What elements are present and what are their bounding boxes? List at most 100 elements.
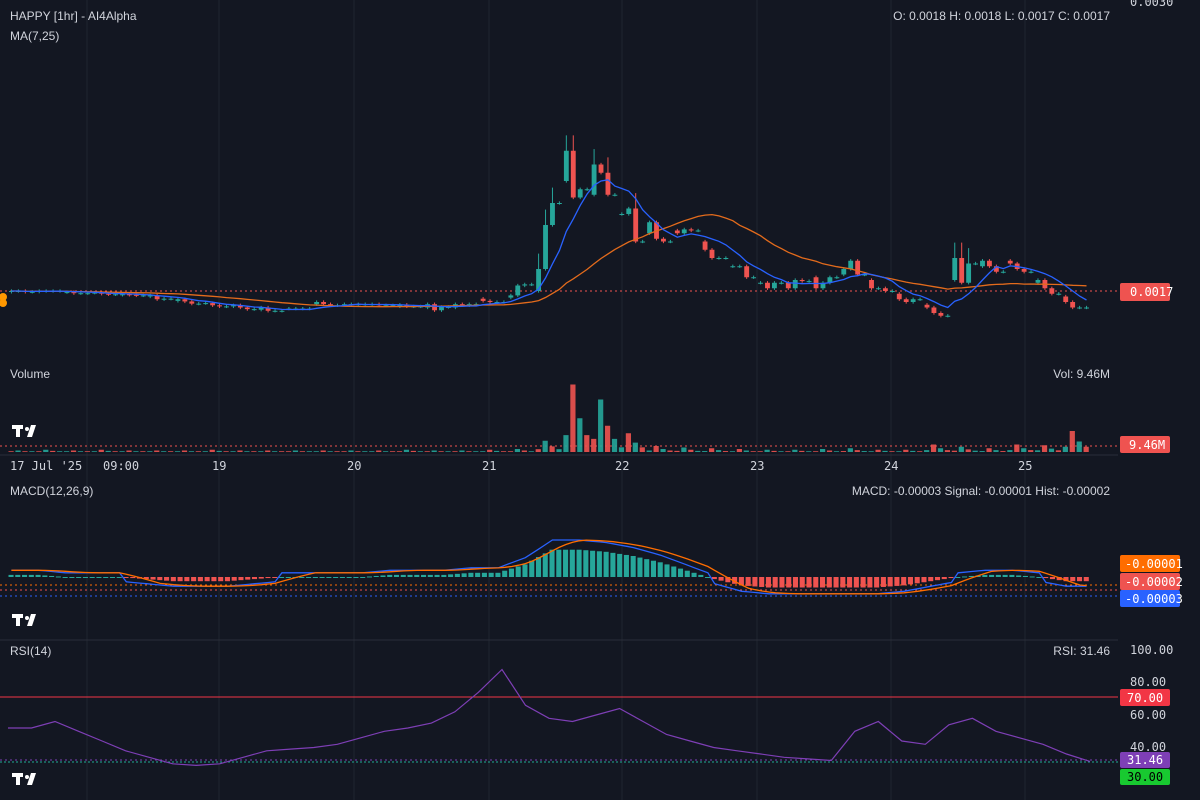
candle-body — [224, 306, 229, 308]
macd-value-tag: -0.00002 — [1120, 573, 1183, 590]
candle-body — [175, 299, 181, 301]
candle-body — [855, 260, 861, 275]
macd-histogram-bar — [502, 570, 508, 577]
volume-bar — [965, 449, 971, 452]
macd-value-tag-bg — [1120, 573, 1180, 590]
volume-bar — [431, 450, 437, 452]
macd-histogram-bar — [76, 577, 82, 578]
macd-histogram-bar — [407, 574, 413, 577]
macd-histogram-bar — [887, 577, 893, 587]
time-axis-label: 25 — [1018, 459, 1032, 473]
candle-body — [522, 284, 528, 286]
volume-bar — [147, 451, 153, 452]
candle-body — [251, 309, 257, 311]
pane-separators[interactable] — [0, 454, 1118, 641]
candle-body — [563, 150, 569, 181]
volume-bar — [549, 446, 555, 452]
series-start-marker[interactable] — [0, 299, 7, 307]
candle-body — [279, 310, 285, 312]
candle-body — [834, 277, 840, 279]
volume-bar — [993, 450, 999, 452]
volume-bar — [792, 449, 798, 452]
macd-histogram-bar — [218, 577, 224, 582]
candle-body — [64, 292, 70, 294]
candle-body — [543, 225, 548, 269]
candle-body — [459, 304, 465, 306]
volume-bar — [202, 451, 208, 452]
ma-7-line — [11, 179, 1087, 311]
candle-body — [876, 288, 881, 290]
tradingview-logo-icon[interactable] — [12, 614, 36, 626]
volume-bar — [910, 450, 916, 452]
candle-body — [806, 281, 812, 283]
volume-bar — [285, 451, 292, 452]
macd-histogram-bar — [103, 577, 109, 578]
candle-body — [584, 189, 590, 191]
volume-bar — [320, 450, 326, 452]
macd-histogram-bar — [279, 577, 285, 578]
candle-body — [980, 260, 985, 267]
candlestick-series[interactable] — [9, 135, 1089, 318]
candle-body — [931, 307, 937, 313]
candle-body — [1007, 260, 1013, 264]
candle-body — [328, 304, 333, 306]
time-axis-label: 23 — [750, 459, 764, 473]
macd-histogram-bar — [488, 572, 494, 577]
volume-bar — [480, 451, 486, 452]
macd-pane[interactable]: MACD(12,26,9) MACD: -0.00003 Signal: -0.… — [0, 484, 1183, 626]
volume-bar — [743, 450, 749, 452]
macd-histogram-bar — [840, 577, 846, 588]
series-start-marker[interactable] — [0, 293, 7, 301]
volume-bar — [660, 449, 666, 452]
macd-histogram-bar — [170, 577, 176, 582]
volume-bar — [535, 449, 541, 452]
candle-body — [85, 293, 91, 295]
macd-histogram-bar — [353, 577, 359, 578]
volume-bar — [924, 450, 930, 452]
macd-histogram-bar — [569, 549, 575, 577]
volume-bar — [500, 451, 507, 452]
volume-bar — [369, 451, 375, 452]
candle-body — [147, 295, 153, 297]
volume-bar — [445, 451, 451, 452]
volume-bar — [438, 451, 444, 452]
candle-body — [390, 305, 396, 307]
candle-body — [529, 284, 535, 286]
volume-bar — [757, 451, 763, 452]
macd-histogram-bar — [224, 577, 230, 582]
candle-body — [688, 229, 694, 231]
macd-histogram-bar — [955, 577, 961, 578]
volume-bar — [729, 451, 736, 452]
time-axis[interactable]: 17 Jul '25 09:00 19 20 21 22 23 24 25 — [10, 459, 1032, 473]
macd-histogram-bar — [522, 564, 528, 577]
candle-body — [1084, 307, 1089, 309]
macd-histogram-bar — [204, 577, 210, 582]
volume-bar — [188, 451, 195, 452]
macd-histogram-bar — [657, 562, 663, 577]
macd-histogram-bar — [481, 572, 487, 577]
tradingview-logo-icon[interactable] — [12, 425, 36, 437]
tradingview-logo-icon[interactable] — [12, 773, 36, 785]
price-pane[interactable]: HAPPY [1hr] - AI4Alpha MA(7,25) O: 0.001… — [0, 0, 1173, 318]
macd-histogram[interactable] — [8, 549, 1089, 588]
volume-pane[interactable]: Volume Vol: 9.46M 9.46M — [0, 367, 1170, 453]
macd-histogram-bar — [116, 577, 122, 578]
macd-histogram-bar — [583, 550, 589, 577]
volume-bar — [951, 450, 957, 452]
volume-bar — [230, 451, 236, 452]
volume-bar — [875, 449, 881, 452]
macd-histogram-bar — [833, 577, 839, 588]
candle-body — [848, 260, 854, 269]
ma-indicator-label[interactable]: MA(7,25) — [10, 29, 59, 43]
last-volume-tag: 9.46M — [1120, 436, 1170, 453]
rsi-pane[interactable]: RSI(14) RSI: 31.46 100.00 80.00 60.00 40… — [0, 643, 1173, 785]
macd-histogram-bar — [799, 577, 805, 588]
candle-body — [577, 189, 583, 198]
volume-series[interactable] — [8, 384, 1089, 453]
volume-bar — [63, 451, 70, 452]
candle-body — [778, 282, 784, 284]
candle-body — [626, 208, 632, 214]
macd-histogram-bar — [1016, 575, 1022, 577]
last-price-tag: 0.0017 — [1120, 283, 1173, 301]
